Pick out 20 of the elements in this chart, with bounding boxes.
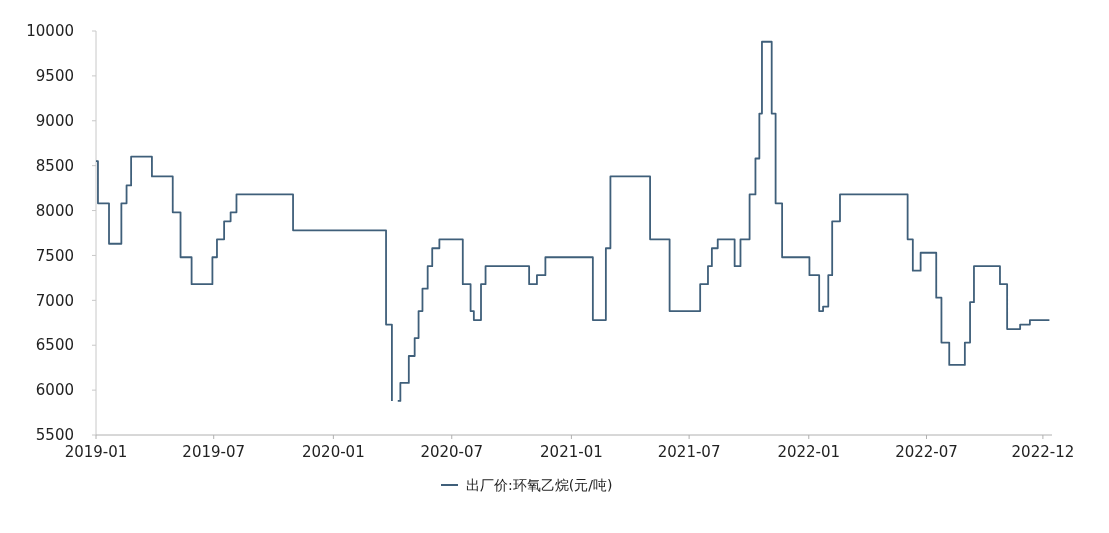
- y-tick-label: 9500: [35, 67, 74, 86]
- y-tick-label: 6500: [35, 336, 74, 355]
- y-tick-label: 5500: [35, 426, 74, 445]
- y-tick-label: 6000: [35, 381, 74, 400]
- x-tick-label: 2022-12: [1011, 443, 1075, 461]
- x-tick-label: 2022-01: [777, 443, 841, 461]
- x-tick-label: 2021-01: [540, 443, 603, 461]
- x-tick-label: 2020-01: [302, 443, 365, 461]
- y-tick-label: 8000: [35, 201, 74, 220]
- x-tick-label: 2019-01: [64, 443, 128, 461]
- x-tick-label: 2021-07: [657, 443, 721, 461]
- y-tick-label: 9000: [35, 112, 74, 131]
- x-tick-label: 2019-07: [182, 443, 246, 461]
- x-tick-label: 2022-07: [895, 443, 958, 461]
- legend-label: 出厂价:环氧乙烷(元/吨): [466, 476, 613, 493]
- x-tick-label: 2020-07: [420, 443, 484, 461]
- y-tick-label: 8500: [35, 156, 74, 175]
- y-tick-label: 7500: [35, 246, 74, 265]
- y-tick-label: 10000: [26, 22, 74, 41]
- y-tick-label: 7000: [35, 291, 74, 310]
